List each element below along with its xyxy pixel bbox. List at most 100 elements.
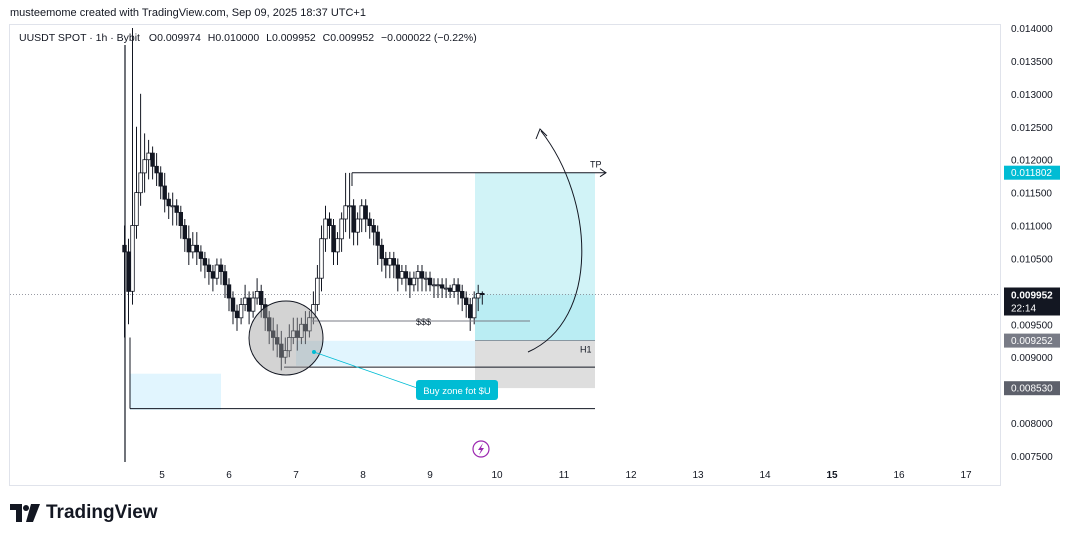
candle-body (395, 264, 400, 279)
entry-zone (475, 294, 595, 341)
tp-price-badge[interactable] (1004, 165, 1060, 180)
current-price-badge[interactable] (1004, 287, 1060, 316)
tp-label: TP (590, 160, 602, 170)
candle-body (435, 284, 441, 287)
candle-body (391, 258, 396, 266)
candle-body (443, 287, 449, 290)
candle-body (375, 231, 380, 246)
candle-body (234, 310, 240, 319)
candle-body (283, 350, 288, 358)
candle-body (266, 317, 272, 332)
time-tick-label: 6 (226, 470, 232, 481)
candle-body (471, 297, 477, 319)
open-value: O0.009974 (148, 32, 201, 44)
current-price-label: 0.009952 (1011, 291, 1053, 302)
candle-body (447, 287, 453, 292)
candle-body (459, 290, 465, 299)
demand-zone-mid (296, 340, 476, 366)
price-tick-label: 0.008000 (1011, 419, 1053, 430)
candle-body (339, 218, 344, 240)
candle-body (367, 218, 372, 226)
time-tick-label: 7 (293, 470, 299, 481)
high-value: H0.010000 (207, 32, 260, 44)
candle-body (178, 211, 183, 226)
candle-body (323, 218, 328, 240)
candle-body (242, 297, 248, 305)
price-axis[interactable]: 0.014000 0.013500 0.013000 0.012500 0.012000… (1004, 24, 1060, 463)
ohlc-legend: UUSDT SPOT · 1h · Bybit O0.009974 H0.010… (19, 32, 481, 44)
time-tick-label: 8 (360, 470, 366, 481)
candle-body (463, 297, 469, 305)
candle-body (287, 337, 292, 352)
zone-low-price-badge[interactable] (1004, 381, 1060, 396)
candle-body (480, 292, 485, 295)
candle-body (182, 225, 187, 240)
candle-body (166, 198, 171, 207)
symbol-label[interactable]: UUSDT SPOT · 1h · Bybit (19, 32, 140, 44)
candle-body (198, 251, 204, 259)
chart-pane[interactable] (9, 24, 1001, 486)
projection-curve (527, 130, 583, 353)
candle-body (170, 205, 175, 208)
candle-body (355, 218, 360, 233)
price-tick-label: 0.013500 (1011, 57, 1053, 68)
zone-low-price-label: 0.008530 (1011, 384, 1053, 395)
brand-name: TradingView (46, 502, 158, 523)
callout-box[interactable] (416, 380, 498, 400)
candle-body (331, 225, 336, 253)
candle-body (319, 238, 324, 279)
liquidity-label: $$$ (416, 317, 431, 327)
candle-body (419, 271, 425, 279)
callout-dot (312, 350, 316, 354)
candle-body (415, 271, 421, 279)
candle-body (403, 271, 409, 279)
candle-body (246, 297, 252, 312)
candle-body (250, 297, 256, 312)
candle-body (194, 244, 199, 253)
candle-body (363, 205, 368, 220)
time-tick-label: 5 (159, 470, 165, 481)
candle-body (407, 277, 413, 286)
change-value: −0.000022 (−0.22%) (380, 32, 477, 44)
price-tick-label: 0.011500 (1011, 189, 1052, 200)
candle-body (274, 337, 280, 345)
candle-body (307, 317, 312, 332)
candle-body (126, 251, 131, 292)
candle-body (387, 258, 392, 266)
tp-arrow-icon (599, 168, 607, 178)
stop-price-label: 0.009252 (1011, 336, 1053, 347)
h1-label: H1 (580, 345, 592, 355)
callout-text: Buy zone fot $U (423, 386, 491, 397)
time-tick-label: 12 (625, 470, 637, 481)
candle-body (150, 152, 155, 167)
candle-body (359, 205, 364, 220)
time-tick-label: 14 (759, 470, 771, 481)
stop-price-badge[interactable] (1004, 333, 1060, 348)
time-axis[interactable]: 5 6 7 8 9 10 11 12 13 14 15 16 17 (159, 470, 972, 481)
demand-zone-left (130, 373, 221, 410)
candle-body (451, 284, 457, 292)
candle-body (142, 159, 147, 174)
candle-body (427, 277, 433, 286)
price-tick-label: 0.014000 (1011, 24, 1053, 35)
candle-body (343, 205, 348, 220)
candle-body (379, 244, 384, 259)
close-value: C0.009952 (322, 32, 375, 44)
tradingview-brand[interactable]: TradingView (10, 502, 158, 524)
low-value: L0.009952 (266, 32, 316, 44)
candle-body (327, 218, 332, 226)
candle-body (295, 330, 300, 338)
time-tick-label: 10 (491, 470, 503, 481)
candle-body (162, 185, 167, 200)
price-tick-label: 0.011000 (1011, 222, 1052, 233)
candle-body (238, 304, 244, 319)
candle-body (190, 244, 195, 253)
candle-body (222, 271, 228, 286)
candle-body (467, 304, 473, 319)
candle-body (202, 258, 208, 266)
price-tick-label: 0.012000 (1011, 156, 1053, 167)
accumulation-circle (248, 300, 324, 376)
callout-pointer (313, 351, 421, 390)
tp-price-label: 0.011802 (1011, 168, 1052, 179)
